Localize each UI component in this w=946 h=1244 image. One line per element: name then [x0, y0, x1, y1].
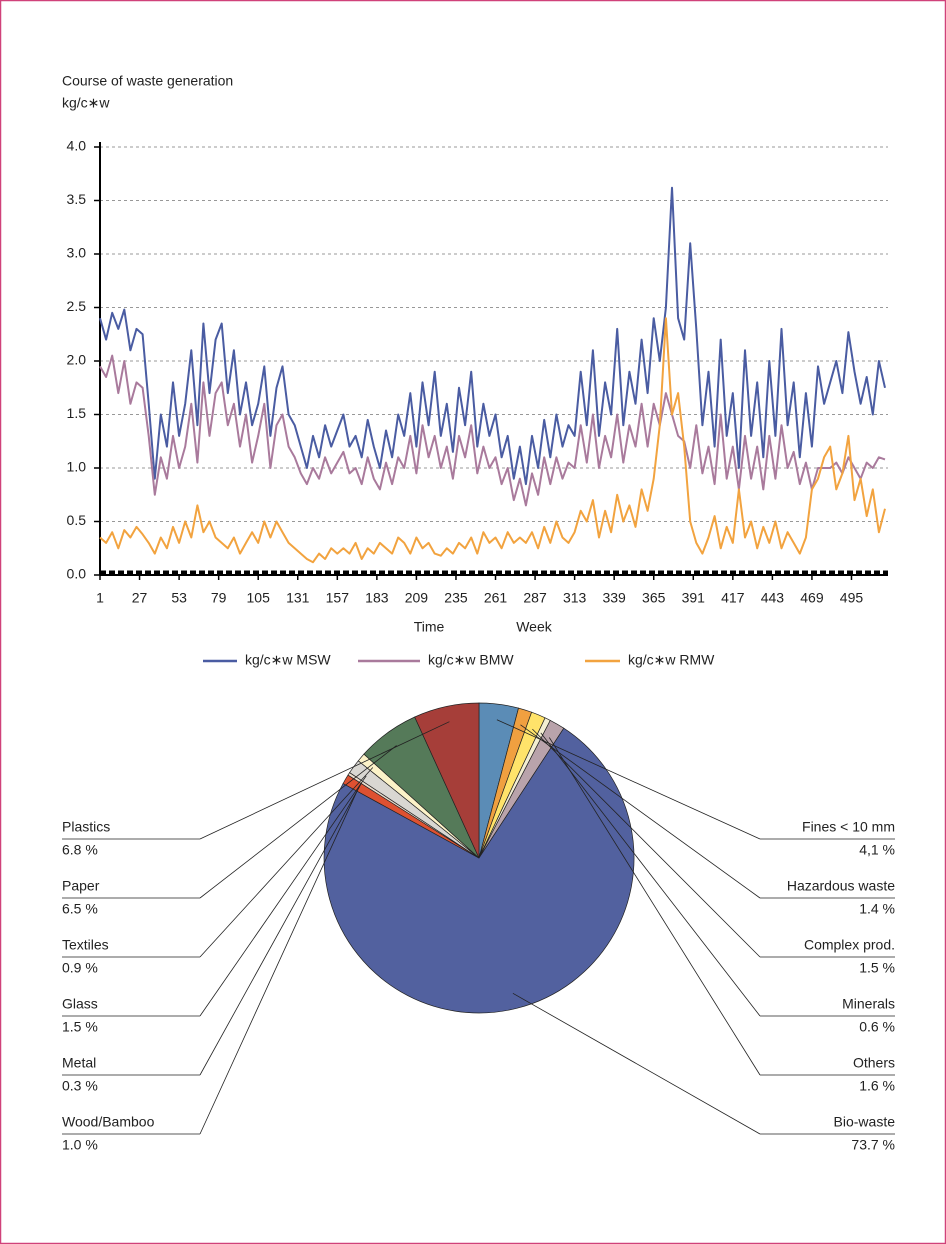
- slice-value-label: 1.5 %: [62, 1019, 98, 1035]
- slice-value-label: 73.7 %: [851, 1137, 895, 1153]
- leader-line: [512, 992, 761, 1135]
- x-tick-label: 105: [247, 590, 271, 606]
- slice-label: Glass: [62, 996, 98, 1012]
- y-axis-label: kg/c∗w: [62, 95, 110, 111]
- x-tick-label: 131: [286, 590, 310, 606]
- x-tick-label: 313: [563, 590, 587, 606]
- leader-line: [532, 728, 761, 958]
- x-tick-label: 209: [405, 590, 429, 606]
- leader-line: [199, 721, 450, 840]
- y-tick-label: 2.5: [67, 298, 87, 314]
- x-tick-label: 365: [642, 590, 666, 606]
- pie-slice: [414, 702, 480, 859]
- leader-line: [199, 775, 367, 1017]
- x-axis-unit: Week: [516, 619, 553, 635]
- slice-value-label: 1.4 %: [859, 901, 895, 917]
- y-tick-label: 1.5: [67, 405, 87, 421]
- legend-label: kg/c∗w BMW: [428, 652, 514, 668]
- slice-value-label: 0.9 %: [62, 960, 98, 976]
- slice-value-label: 1.0 %: [62, 1137, 98, 1153]
- leader-line: [199, 786, 360, 1135]
- leader-line: [540, 732, 761, 1017]
- y-tick-label: 2.0: [67, 352, 87, 368]
- pie-slice: [323, 727, 635, 1014]
- legend-label: kg/c∗w RMW: [628, 652, 715, 668]
- x-axis-label: Time: [414, 619, 445, 635]
- slice-value-label: 0.6 %: [859, 1019, 895, 1035]
- slice-value-label: 0.3 %: [62, 1078, 98, 1094]
- chart-title: Course of waste generation: [62, 73, 233, 89]
- slice-value-label: 6.5 %: [62, 901, 98, 917]
- slice-label: Wood/Bamboo: [62, 1114, 155, 1130]
- slice-label: Textiles: [62, 937, 109, 953]
- x-tick-label: 287: [523, 590, 547, 606]
- leader-line: [548, 737, 761, 1076]
- slice-value-label: 1.6 %: [859, 1078, 895, 1094]
- slice-value-label: 6.8 %: [62, 842, 98, 858]
- series-line: [99, 186, 886, 486]
- slice-label: Hazardous waste: [787, 878, 895, 894]
- x-tick-label: 183: [365, 590, 389, 606]
- x-tick-label: 1: [96, 590, 104, 606]
- leader-line: [520, 724, 761, 899]
- y-tick-label: 1.0: [67, 459, 87, 475]
- legend-label: kg/c∗w MSW: [245, 652, 331, 668]
- x-tick-label: 79: [211, 590, 227, 606]
- y-tick-label: 4.0: [67, 138, 87, 154]
- slice-label: Fines < 10 mm: [802, 819, 895, 835]
- x-tick-label: 27: [132, 590, 148, 606]
- x-tick-label: 417: [721, 590, 745, 606]
- slice-label: Bio-waste: [834, 1114, 896, 1130]
- x-tick-label: 469: [800, 590, 824, 606]
- y-tick-label: 0.5: [67, 512, 87, 528]
- slice-label: Metal: [62, 1055, 96, 1071]
- slice-label: Plastics: [62, 819, 110, 835]
- x-tick-label: 157: [326, 590, 350, 606]
- slice-label: Paper: [62, 878, 100, 894]
- x-tick-label: 261: [484, 590, 508, 606]
- y-tick-label: 3.0: [67, 245, 87, 261]
- slice-label: Complex prod.: [804, 937, 895, 953]
- series-line: [99, 317, 886, 564]
- x-tick-label: 339: [602, 590, 626, 606]
- y-tick-label: 3.5: [67, 191, 87, 207]
- x-tick-label: 235: [444, 590, 468, 606]
- slice-label: Minerals: [842, 996, 895, 1012]
- slice-label: Others: [853, 1055, 895, 1071]
- series-line: [99, 354, 886, 507]
- leader-line: [199, 782, 363, 1076]
- leader-line: [199, 745, 397, 899]
- slice-value-label: 1.5 %: [859, 960, 895, 976]
- slice-value-label: 4,1 %: [859, 842, 895, 858]
- x-tick-label: 443: [761, 590, 785, 606]
- x-tick-label: 495: [840, 590, 864, 606]
- x-tick-label: 53: [171, 590, 187, 606]
- y-tick-label: 0.0: [67, 566, 87, 582]
- x-tick-label: 391: [682, 590, 706, 606]
- leader-line: [199, 767, 374, 958]
